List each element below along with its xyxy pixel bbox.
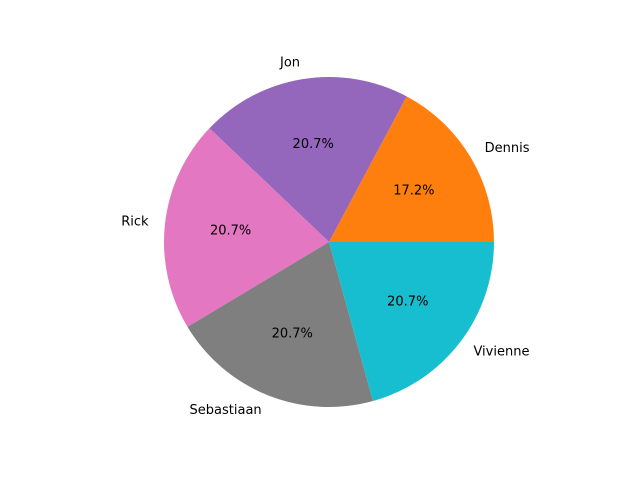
pie-slice-jon — [209, 76, 407, 243]
slice-label-rick: Rick — [121, 215, 149, 230]
slice-label-jon: Jon — [279, 55, 300, 70]
slice-percent-dennis: 17.2% — [393, 184, 434, 199]
slice-percent-sebastiaan: 20.7% — [272, 326, 313, 341]
pie-slices — [164, 76, 494, 407]
slice-percent-vivienne: 20.7% — [387, 294, 428, 309]
slice-percent-rick: 20.7% — [210, 224, 251, 239]
slice-label-dennis: Dennis — [485, 141, 530, 156]
slice-label-vivienne: Vivienne — [473, 344, 529, 359]
slice-label-sebastiaan: Sebastiaan — [190, 403, 262, 418]
pie-slice-sebastiaan — [187, 242, 374, 407]
pie-slice-rick — [164, 128, 329, 327]
pie-labels: Dennis 17.2% Jon 20.7% Rick 20.7% Sebastiaan 20… — [121, 55, 529, 418]
pie-slice-vivienne — [329, 242, 494, 402]
pie-slice-dennis — [329, 96, 494, 242]
slice-percent-jon: 20.7% — [293, 137, 334, 152]
